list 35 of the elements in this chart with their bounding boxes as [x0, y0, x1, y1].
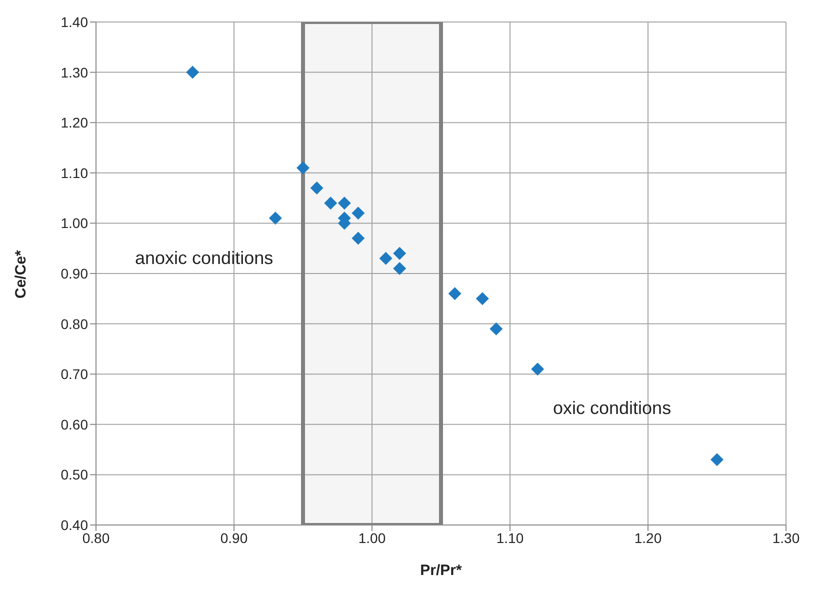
y-axis-title: Ce/Ce*: [12, 250, 30, 298]
y-tick-label: 1.00: [60, 215, 88, 232]
y-tick-label: 0.60: [60, 416, 88, 432]
y-tick-label: 1.40: [60, 14, 88, 30]
point: [296, 161, 310, 174]
point: [490, 322, 503, 336]
point: [352, 206, 365, 220]
y-tick-label: 0.80: [60, 316, 88, 332]
y-tick-label: 0.70: [60, 366, 88, 382]
point: [448, 287, 462, 300]
y-tick-label: 1.20: [60, 114, 88, 131]
point: [393, 246, 406, 260]
point: [186, 66, 200, 79]
point: [268, 212, 282, 225]
point: [324, 196, 338, 210]
x-tick-label: 1.20: [634, 530, 662, 546]
y-tick-label: 0.90: [60, 265, 88, 282]
point: [352, 232, 365, 245]
x-axis-title: Pr/Pr*: [420, 562, 462, 579]
y-tick-label: 1.30: [60, 64, 88, 80]
point: [310, 181, 324, 194]
point: [393, 262, 406, 275]
annotation: anoxic conditions: [135, 248, 274, 269]
point: [710, 453, 724, 466]
y-tick-label: 0.50: [60, 466, 88, 483]
point: [379, 252, 392, 265]
annotation: oxic conditions: [553, 398, 672, 419]
point: [476, 292, 489, 306]
point: [531, 362, 544, 376]
x-tick-label: 1.30: [772, 530, 800, 546]
x-tick-label: 0.90: [220, 530, 248, 546]
x-tick-label: 1.10: [496, 530, 524, 546]
y-tick-label: 1.10: [60, 164, 88, 181]
point: [338, 196, 351, 210]
x-tick-label: 1.00: [358, 530, 386, 546]
